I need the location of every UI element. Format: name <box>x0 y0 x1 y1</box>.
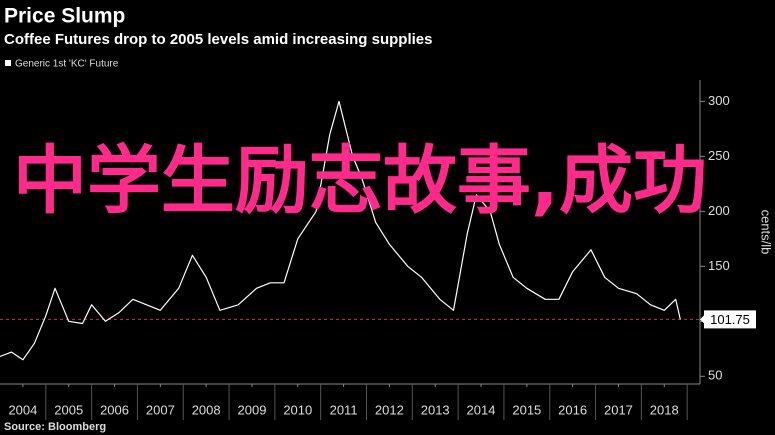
chart-subtitle: Coffee Futures drop to 2005 levels amid … <box>4 31 432 48</box>
y-tick-label: 150 <box>708 258 730 273</box>
source: Source: Bloomberg <box>4 421 106 433</box>
chart-title: Price Slump <box>4 5 125 28</box>
x-tick-label: 2006 <box>100 402 129 417</box>
x-tick-label: 2004 <box>8 402 37 417</box>
y-tick-label: 50 <box>708 368 722 383</box>
x-tick-label: 2017 <box>604 402 633 417</box>
last-value-label: 101.75 <box>710 312 750 327</box>
legend-swatch <box>5 60 11 66</box>
x-tick-label: 2016 <box>558 402 587 417</box>
x-tick-label: 2010 <box>283 402 312 417</box>
x-tick-label: 2009 <box>238 402 267 417</box>
y-tick-label: 200 <box>708 203 730 218</box>
legend-label: Generic 1st 'KC' Future <box>15 59 119 70</box>
x-tick-label: 2013 <box>421 402 450 417</box>
overlay-text: 中学生励志故事,成功 <box>12 138 708 224</box>
x-tick-label: 2008 <box>192 402 221 417</box>
x-tick-label: 2018 <box>650 402 679 417</box>
last-value-pointer <box>700 314 705 325</box>
x-tick-label: 2015 <box>512 402 541 417</box>
x-tick-label: 2012 <box>375 402 404 417</box>
x-tick-label: 2014 <box>467 402 496 417</box>
x-tick-label: 2005 <box>54 402 83 417</box>
x-tick-label: 2011 <box>330 402 358 417</box>
y-axis-label: cents/lb <box>759 210 774 255</box>
y-tick-label: 300 <box>708 93 730 108</box>
price-line <box>0 100 681 361</box>
x-tick-label: 2007 <box>146 402 175 417</box>
y-tick-label: 250 <box>708 148 730 163</box>
last-value-box <box>704 310 756 329</box>
